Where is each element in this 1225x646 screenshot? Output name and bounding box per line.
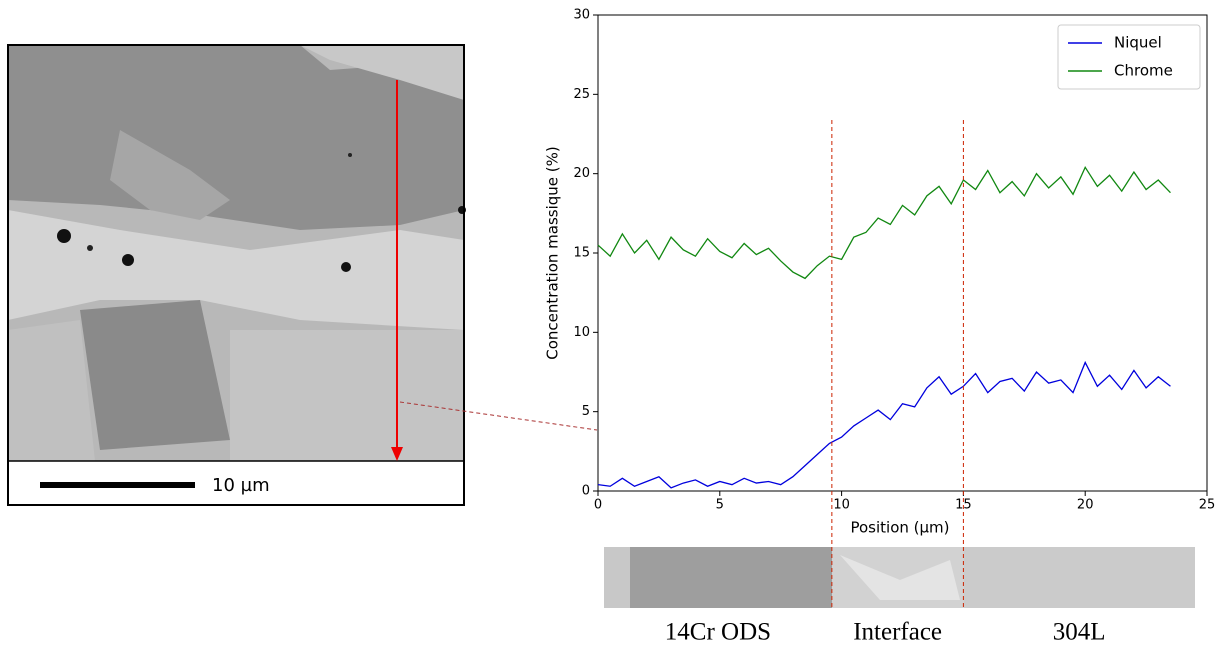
y-tick-label: 5 — [582, 404, 590, 419]
x-tick-label: 25 — [1199, 498, 1216, 513]
scale-label: 10 µm — [212, 475, 270, 496]
y-axis-label: Concentration massique (%) — [544, 146, 562, 359]
region-label: 304L — [1053, 619, 1106, 646]
legend-box — [1057, 24, 1201, 90]
y-tick-label: 30 — [573, 8, 590, 23]
x-tick-label: 0 — [594, 498, 602, 513]
region-label: 14Cr ODS — [665, 619, 771, 646]
y-tick-label: 25 — [573, 87, 590, 102]
y-tick-label: 15 — [573, 246, 590, 261]
legend-label: Chrome — [1114, 62, 1173, 80]
x-tick-label: 5 — [716, 498, 724, 513]
x-axis-label: Position (µm) — [850, 519, 949, 537]
line-series — [597, 360, 1171, 489]
y-tick-label: 10 — [573, 325, 590, 340]
legend-label: Niquel — [1114, 34, 1162, 52]
y-tick-label: 0 — [582, 484, 590, 499]
region-label: Interface — [853, 619, 942, 646]
x-tick-label: 10 — [833, 498, 850, 513]
line-series — [597, 165, 1171, 280]
profile-strip — [604, 547, 1195, 608]
x-tick-label: 20 — [1077, 498, 1094, 513]
y-tick-label: 20 — [573, 166, 590, 181]
micrograph: 10 µm — [7, 44, 598, 506]
